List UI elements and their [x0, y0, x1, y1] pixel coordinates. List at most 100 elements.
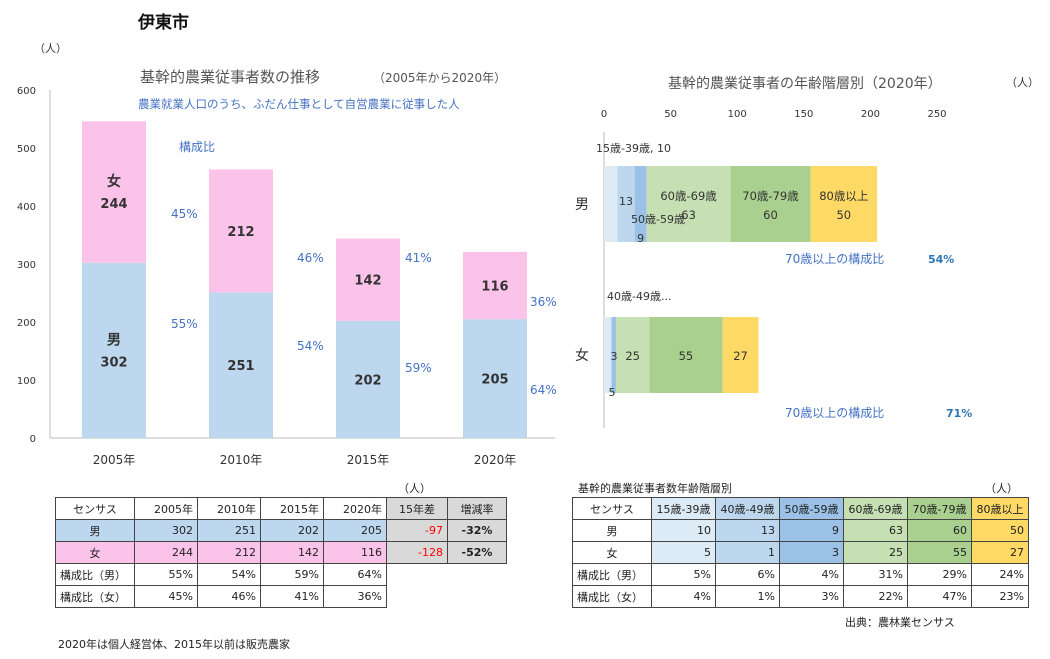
header-cell: 70歳-79歳 [907, 497, 972, 520]
x-tick-label: 2015年 [347, 453, 390, 467]
row-label: 構成比（男） [55, 563, 135, 586]
x-tick-label: 200 [861, 109, 880, 120]
series-label-male: 男 [107, 332, 121, 348]
x-tick-label: 2020年 [474, 453, 517, 467]
cell: 55 [907, 541, 972, 564]
data-label-male: 251 [227, 359, 254, 374]
bar-segment [722, 317, 759, 393]
ratio-female-label: 41% [405, 251, 432, 265]
bar-segment [610, 317, 612, 393]
ratio-caption: 構成比 [179, 140, 215, 154]
x-tick-label: 250 [927, 109, 946, 120]
ratio-male-label: 64% [530, 383, 557, 397]
table-row: 構成比（女） 4% 1% 3% 22% 47% 23% [572, 585, 1029, 608]
cell: 36% [323, 585, 387, 608]
cell: 60 [907, 519, 972, 542]
category-label: 男 [575, 197, 589, 213]
bar-segment [730, 166, 811, 242]
cell: 4% [651, 585, 716, 608]
bar-male [209, 292, 273, 438]
cell: 41% [260, 585, 324, 608]
bar-segment [634, 166, 647, 242]
cell: 23% [971, 585, 1029, 608]
cell: 3 [779, 541, 844, 564]
header-cell: センサス [572, 497, 652, 520]
bar-male [82, 262, 146, 438]
x-tick-label: 2010年 [220, 453, 263, 467]
segment-name-label: 80歳以上 [819, 189, 868, 203]
bar-segment [604, 317, 611, 393]
header-cell: 2015年 [260, 497, 324, 520]
cell: 47% [907, 585, 972, 608]
rate-cell: -52% [447, 541, 507, 564]
x-unit-label: （人） [1006, 76, 1039, 89]
table-row: 構成比（男） 55% 54% 59% 64% [55, 563, 507, 586]
cell: 45% [134, 585, 198, 608]
table-header-row: センサス 15歳-39歳 40歳-49歳 50歳-59歳 60歳-69歳 70歳… [572, 497, 1029, 520]
table-right-title: 基幹的農業従事者数年齢階層別 [578, 482, 732, 495]
x-tick-label: 2005年 [93, 453, 136, 467]
bar-segment [617, 166, 635, 242]
table-row: 女 5 1 3 25 55 27 [572, 541, 1029, 564]
cell: 31% [843, 563, 908, 586]
y-tick-label: 500 [17, 144, 36, 155]
row-label: 女 [55, 541, 135, 564]
cell: 13 [715, 519, 780, 542]
row-label: 構成比（女） [572, 585, 652, 608]
data-label: 55 [679, 349, 694, 363]
header-cell: 2020年 [323, 497, 387, 520]
segment-name-label: 70歳-79歳 [742, 189, 799, 203]
bar-female [209, 169, 273, 293]
table-row: 男 10 13 9 63 60 50 [572, 519, 1029, 542]
header-cell: 2005年 [134, 497, 198, 520]
data-label: 5 [609, 386, 616, 399]
bar-segment [604, 166, 618, 242]
ratio-male-label: 59% [405, 361, 432, 375]
cell: 50 [971, 519, 1029, 542]
cell: 59% [260, 563, 324, 586]
city-title: 伊東市 [138, 13, 189, 33]
ratio70-value: 71% [946, 407, 972, 420]
row-label: 構成比（女） [55, 585, 135, 608]
data-label: 63 [681, 208, 696, 222]
header-cell: 2010年 [197, 497, 261, 520]
table-right-unit: （人） [985, 482, 1018, 495]
data-label: 13 [619, 195, 633, 208]
cell: 24% [971, 563, 1029, 586]
cell: 5 [651, 541, 716, 564]
cell: 1% [715, 585, 780, 608]
cell: 25 [843, 541, 908, 564]
bar-segment [646, 166, 731, 242]
age-chart: 基幹的農業従事者の年齢階層別（2020年） （人） 0 50 100 150 200 250 男… [575, 75, 1039, 428]
cell: 46% [197, 585, 261, 608]
diff-cell: -128 [386, 541, 448, 564]
ratio70-caption: 70歳以上の構成比 [785, 252, 884, 266]
age-table: センサス 15歳-39歳 40歳-49歳 50歳-59歳 60歳-69歳 70歳… [572, 497, 1029, 608]
data-label-female: 212 [227, 225, 254, 240]
header-cell: 15歳-39歳 [651, 497, 716, 520]
cell: 54% [197, 563, 261, 586]
cell: 302 [134, 519, 198, 542]
callout-label: 50歳-59歳 [631, 213, 685, 226]
cell: 27 [971, 541, 1029, 564]
data-label: 60 [763, 208, 778, 222]
cell: 9 [779, 519, 844, 542]
ratio-male-label: 55% [171, 317, 198, 331]
callout-label: 15歳-39歳, 10 [596, 142, 671, 155]
chart-title-suffix: （2005年から2020年） [373, 71, 506, 85]
bar-segment [615, 317, 650, 393]
cell: 29% [907, 563, 972, 586]
segment-name-label: 60歳-69歳 [660, 189, 717, 203]
ratio-female-label: 45% [171, 207, 198, 221]
header-cell: 50歳-59歳 [779, 497, 844, 520]
ratio-female-label: 46% [297, 251, 324, 265]
bar-male [336, 320, 400, 438]
header-cell: センサス [55, 497, 135, 520]
cell: 205 [323, 519, 387, 542]
table-header-row: センサス 2005年 2010年 2015年 2020年 15年差 増減率 [55, 497, 507, 520]
cell: 4% [779, 563, 844, 586]
cell: 244 [134, 541, 198, 564]
data-label: 3 [610, 350, 617, 363]
y-tick-label: 200 [17, 318, 36, 329]
data-label-female: 244 [100, 197, 127, 212]
